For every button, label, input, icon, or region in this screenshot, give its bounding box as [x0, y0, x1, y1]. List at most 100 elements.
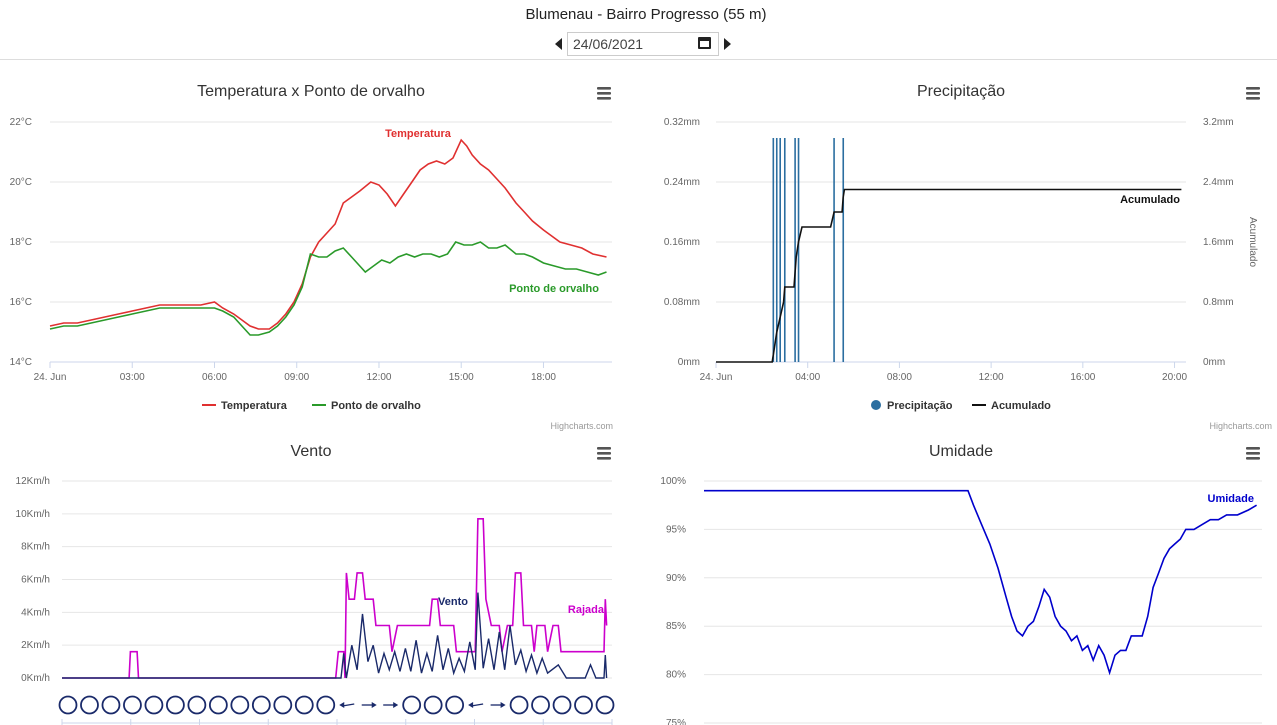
- highcharts-credit: Highcharts.com: [550, 421, 613, 431]
- y-tick-label: 0Km/h: [21, 673, 50, 684]
- y-tick-label: 0.32mm: [664, 117, 700, 128]
- y-tick-label: 0mm: [678, 357, 700, 368]
- chart-menu-icon[interactable]: [597, 447, 611, 460]
- y-tick-label: 100%: [660, 476, 686, 487]
- y-tick-label: 0.16mm: [664, 237, 700, 248]
- chart-menu-icon[interactable]: [1246, 87, 1260, 100]
- calm-circle-icon: [165, 695, 185, 715]
- precip-bar: [783, 138, 786, 362]
- humidity-chart: Umidade 75% 80% 85% 90% 95% 100% Umidade: [660, 443, 1262, 725]
- arrow-right-icon: [490, 702, 506, 708]
- series-line-acumulado: [716, 188, 1182, 363]
- date-value: 24/06/2021: [573, 36, 644, 52]
- chart-title: Vento: [291, 443, 332, 460]
- calm-circle-icon: [144, 695, 164, 715]
- y-tick-label: 20°C: [10, 177, 32, 188]
- y-tick-label: 16°C: [10, 297, 32, 308]
- calm-circle-icon: [273, 695, 293, 715]
- x-tick-label: 18:00: [531, 372, 556, 383]
- arrow-head: [393, 702, 399, 708]
- calm-circle-icon: [445, 695, 465, 715]
- calm-circle-icon: [230, 695, 250, 715]
- menu-bar: [597, 87, 611, 90]
- series-line-ponto-de-orvalho: [49, 241, 607, 336]
- y-tick-label: 90%: [666, 573, 686, 584]
- temperature-chart: Temperatura x Ponto de orvalho 14°C 16°C 18…: [10, 83, 613, 431]
- x-tick-label: 04:00: [795, 372, 820, 383]
- series-line-rajada: [62, 518, 608, 679]
- arrow-head: [339, 702, 345, 708]
- calm-circle-icon: [251, 695, 271, 715]
- series-label-ponto-de-orvalho: Ponto de orvalho: [509, 283, 599, 295]
- y2-axis-title: Acumulado: [1247, 217, 1258, 267]
- y-tick-label: 6Km/h: [21, 575, 50, 586]
- precip-bar: [797, 138, 800, 362]
- x-tick-label: 15:00: [449, 372, 474, 383]
- y-tick-label: 8Km/h: [21, 542, 50, 553]
- precipitation-chart: Precipitação 0mm 0.08mm 0.16mm 0.24mm 0.32mm 0…: [664, 83, 1272, 431]
- precip-bar: [794, 138, 796, 362]
- arrow-head: [500, 702, 506, 708]
- precip-bar: [779, 138, 781, 362]
- series-label-umidade: Umidade: [1208, 493, 1254, 505]
- date-input[interactable]: 24/06/2021: [567, 32, 719, 56]
- precip-bar: [775, 138, 778, 362]
- calm-circle-icon: [316, 695, 336, 715]
- calm-circle-icon: [80, 695, 99, 715]
- next-day-icon[interactable]: [724, 38, 731, 50]
- menu-bar: [1246, 447, 1260, 450]
- menu-bar: [597, 447, 611, 450]
- x-tick-label: 03:00: [120, 372, 145, 383]
- calm-circle-icon: [574, 695, 593, 715]
- y-tick-label: 12Km/h: [16, 476, 50, 487]
- previous-day-icon[interactable]: [555, 38, 562, 50]
- x-tick-label: 06:00: [202, 372, 227, 383]
- x-tick-label: 08:00: [887, 372, 912, 383]
- x-tick-label: 16:00: [1070, 372, 1095, 383]
- y-tick-label: 4Km/h: [21, 607, 50, 618]
- chart-menu-icon[interactable]: [1246, 447, 1260, 460]
- menu-bar: [1246, 92, 1260, 95]
- station-title: Blumenau - Bairro Progresso (55 m): [525, 6, 767, 23]
- chart-menu-icon[interactable]: [597, 87, 611, 100]
- legend-item[interactable]: Temperatura: [221, 400, 288, 412]
- menu-bar: [1246, 97, 1260, 100]
- x-tick-label: 12:00: [366, 372, 391, 383]
- series-label-rajada: Rajada: [568, 604, 605, 616]
- y-tick-label: 0.24mm: [664, 177, 700, 188]
- arrow-left-icon: [468, 702, 484, 708]
- legend-item[interactable]: Acumulado: [991, 400, 1051, 412]
- x-tick-label: 24. Jun: [700, 372, 733, 383]
- series-line-umidade: [704, 489, 1258, 676]
- chart-title: Umidade: [929, 443, 993, 460]
- legend-item[interactable]: Precipitação: [887, 400, 953, 412]
- series-label-acumulado: Acumulado: [1120, 194, 1180, 206]
- y-tick-label: 75%: [666, 718, 686, 725]
- calm-circle-icon: [187, 695, 207, 715]
- y-tick-label: 14°C: [10, 357, 32, 368]
- calm-circle-icon: [58, 695, 78, 715]
- arrow-head: [468, 702, 474, 708]
- y-tick-label: 85%: [666, 621, 686, 632]
- arrow-head: [371, 702, 377, 708]
- y-tick-label: 18°C: [10, 237, 32, 248]
- y-tick-label: 22°C: [10, 117, 32, 128]
- menu-bar: [597, 457, 611, 460]
- calm-circle-icon: [294, 695, 314, 715]
- menu-bar: [597, 97, 611, 100]
- y-tick-label: 10Km/h: [16, 509, 50, 520]
- menu-bar: [1246, 452, 1260, 455]
- legend-item[interactable]: Ponto de orvalho: [331, 400, 421, 412]
- calendar-icon[interactable]: [698, 37, 711, 49]
- highcharts-credit: Highcharts.com: [1209, 421, 1272, 431]
- y-tick-label: 2Km/h: [21, 640, 50, 651]
- calm-circle-icon: [423, 695, 443, 715]
- legend-symbol: [871, 400, 881, 410]
- y2-tick-label: 0.8mm: [1203, 297, 1234, 308]
- calm-circle-icon: [595, 695, 615, 715]
- calm-circle-icon: [509, 695, 529, 715]
- calm-circle-icon: [123, 695, 142, 715]
- precip-bar: [772, 138, 775, 362]
- menu-bar: [597, 452, 611, 455]
- calm-circle-icon: [552, 695, 572, 715]
